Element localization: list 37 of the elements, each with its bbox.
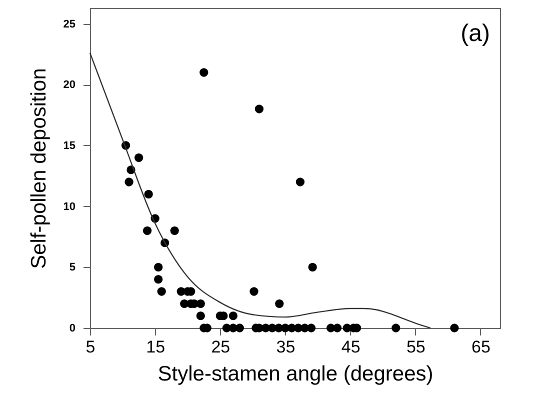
annotation: (a) — [460, 20, 490, 47]
y-tick-label: 0 — [69, 322, 76, 334]
point — [154, 262, 163, 272]
point — [196, 312, 205, 320]
x-tick-label: 15 — [146, 338, 166, 356]
point — [157, 287, 166, 296]
line-series — [89, 52, 431, 329]
point — [144, 190, 153, 198]
point — [154, 275, 163, 284]
point — [254, 104, 264, 114]
point — [170, 226, 179, 235]
point — [124, 178, 134, 186]
point — [392, 324, 400, 332]
point — [142, 226, 152, 235]
y-tick-label: 10 — [63, 200, 76, 213]
point — [196, 299, 205, 308]
point — [200, 68, 208, 77]
x-axis-title: Style-stamen angle (degrees) — [158, 362, 434, 386]
point — [308, 262, 317, 272]
point — [450, 324, 459, 332]
y-tick-label: 20 — [63, 79, 76, 92]
point — [296, 178, 305, 186]
x-tick-label: 65 — [472, 338, 490, 356]
point — [134, 153, 144, 162]
point — [235, 324, 244, 332]
x-tick-label: 35 — [276, 338, 296, 356]
x-tick-label: 55 — [406, 338, 426, 356]
point — [228, 312, 238, 320]
x-tick-label: 5 — [86, 338, 96, 356]
point — [275, 299, 284, 308]
y-tick-label: 15 — [63, 140, 76, 152]
y-tick-label: 25 — [63, 18, 76, 30]
point — [250, 287, 258, 296]
x-tick-label: 45 — [341, 338, 360, 356]
y-axis-title: Self-pollen deposition — [27, 68, 50, 269]
y-tick-label: 5 — [69, 262, 76, 274]
x-tick-label: 25 — [211, 338, 230, 356]
